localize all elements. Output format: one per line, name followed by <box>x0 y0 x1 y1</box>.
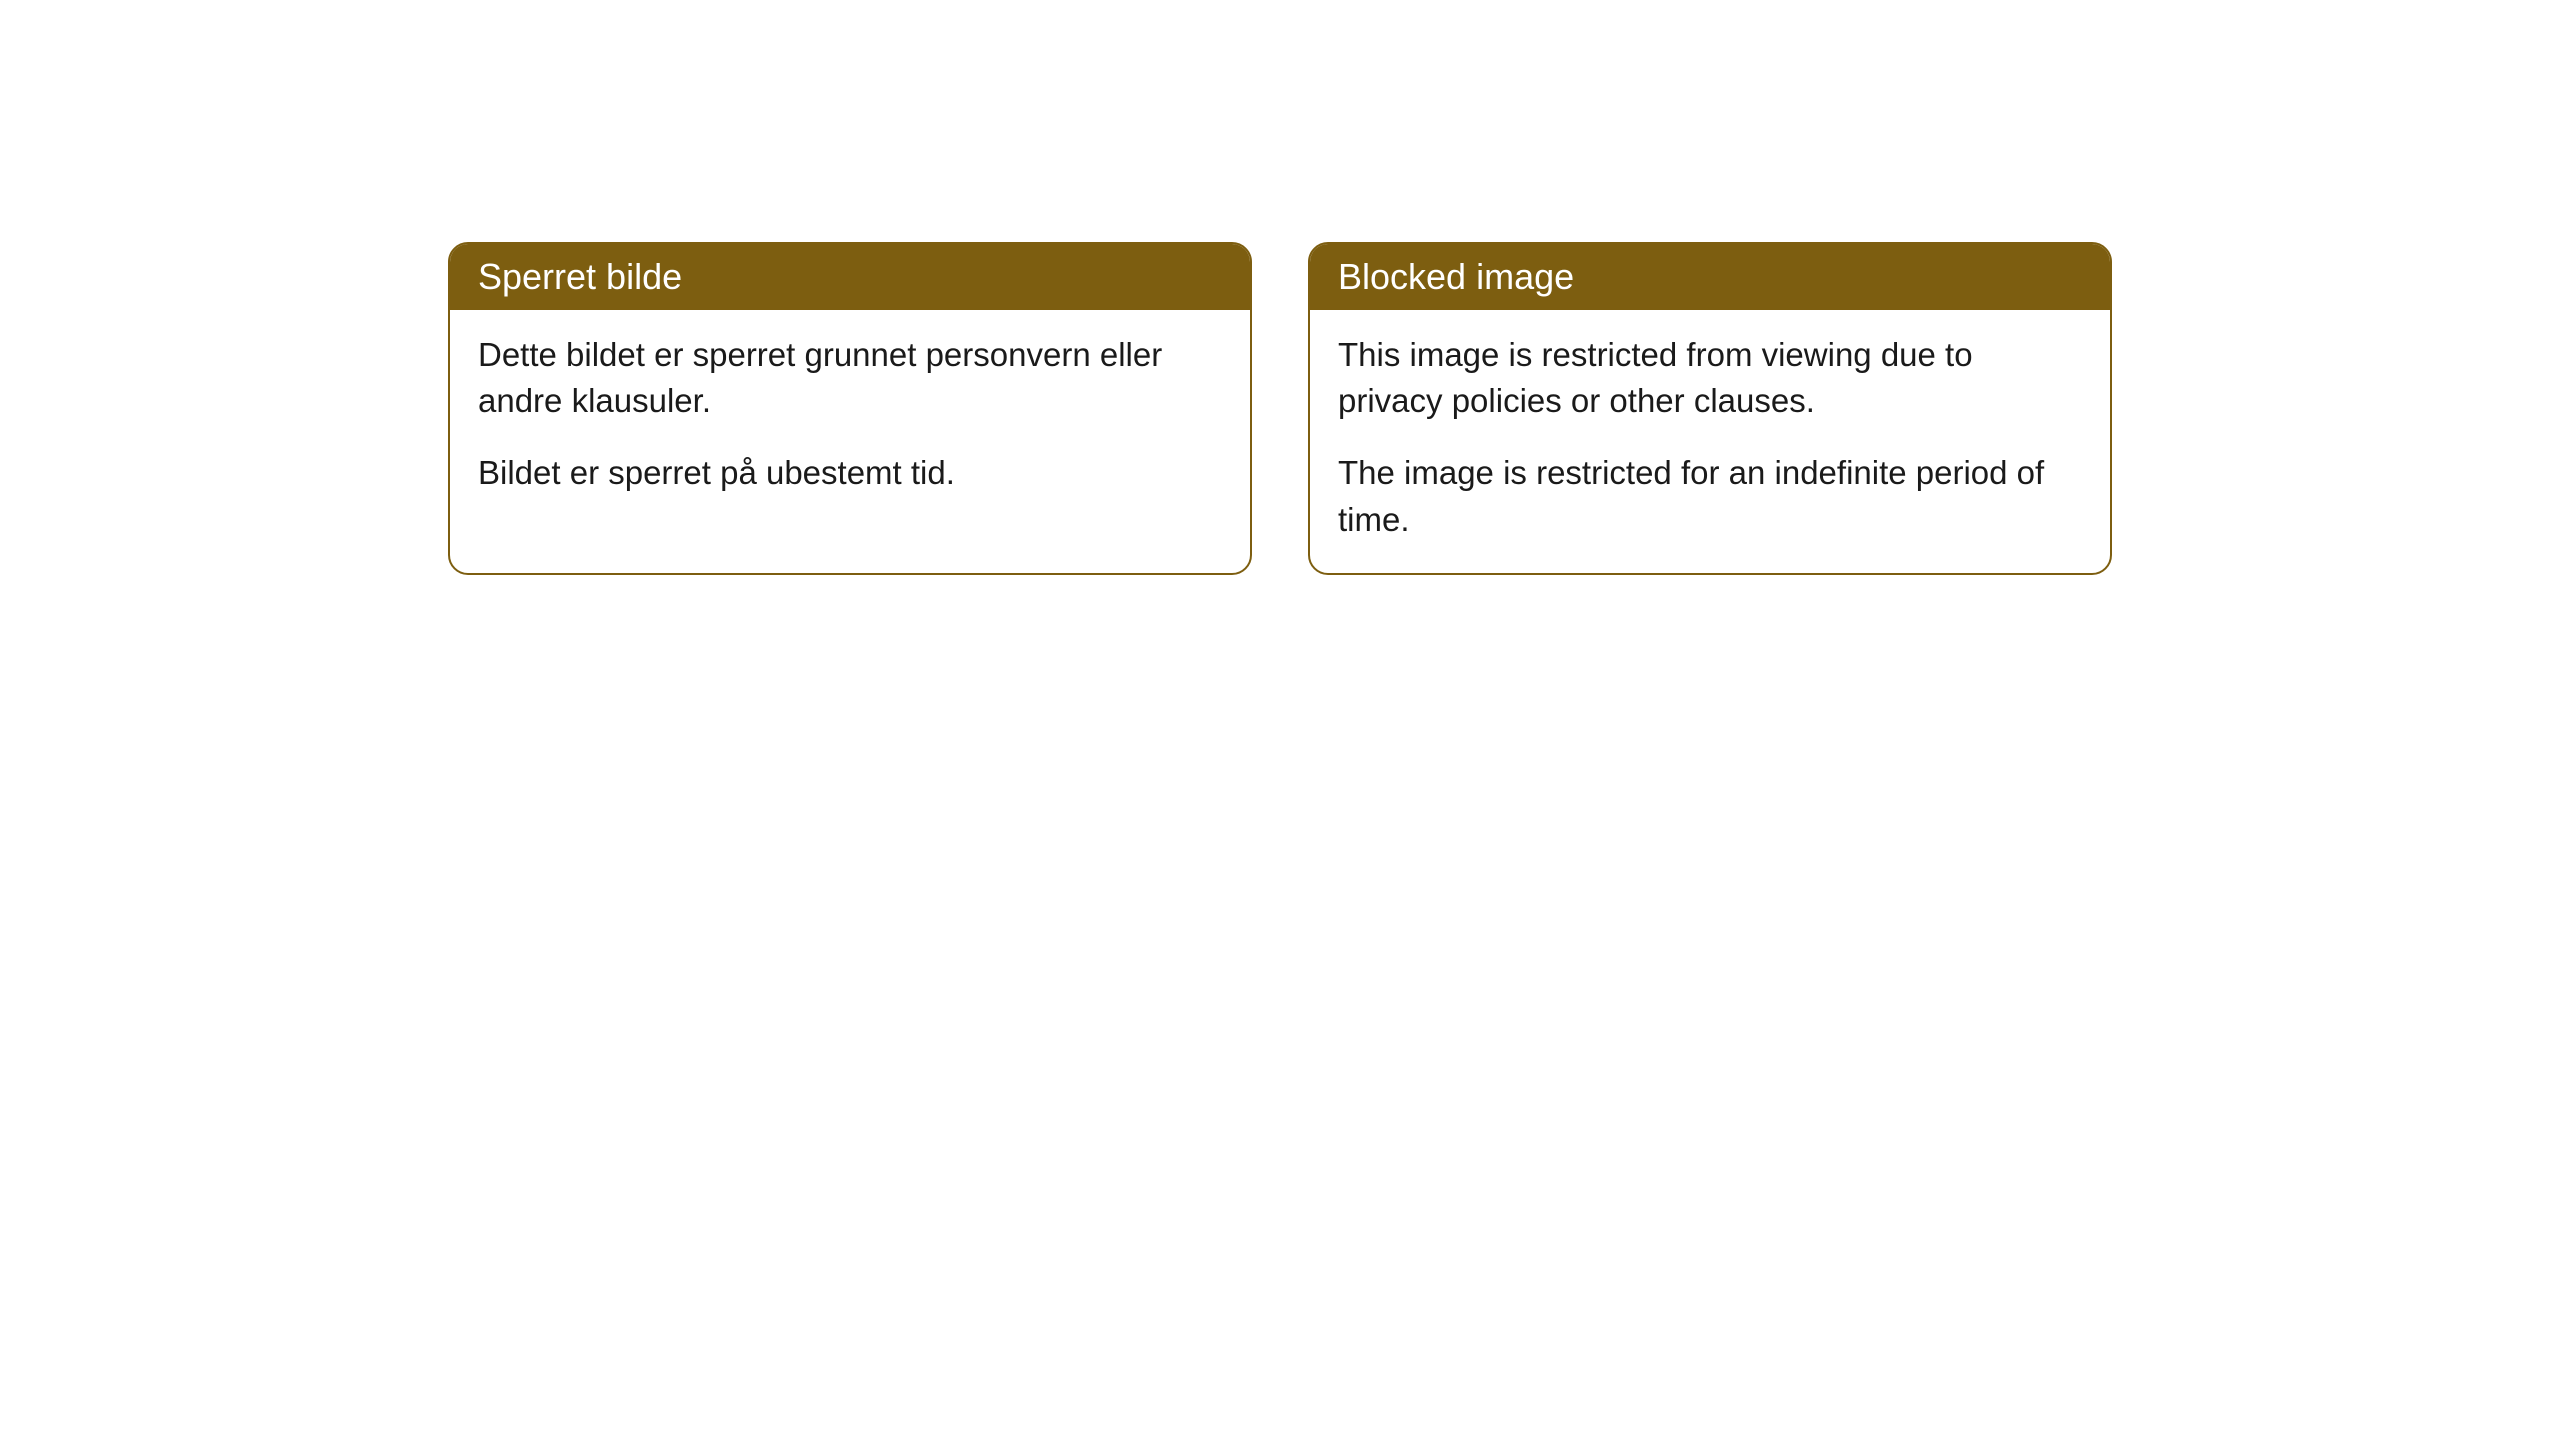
notice-card-english: Blocked image This image is restricted f… <box>1308 242 2112 575</box>
notice-paragraph-2: The image is restricted for an indefinit… <box>1338 450 2082 542</box>
notice-body-norwegian: Dette bildet er sperret grunnet personve… <box>450 310 1250 527</box>
notice-card-norwegian: Sperret bilde Dette bildet er sperret gr… <box>448 242 1252 575</box>
notice-header-english: Blocked image <box>1310 244 2110 310</box>
notice-paragraph-1: This image is restricted from viewing du… <box>1338 332 2082 424</box>
notice-header-norwegian: Sperret bilde <box>450 244 1250 310</box>
notice-paragraph-2: Bildet er sperret på ubestemt tid. <box>478 450 1222 496</box>
notice-cards-container: Sperret bilde Dette bildet er sperret gr… <box>448 242 2112 575</box>
notice-paragraph-1: Dette bildet er sperret grunnet personve… <box>478 332 1222 424</box>
notice-body-english: This image is restricted from viewing du… <box>1310 310 2110 573</box>
